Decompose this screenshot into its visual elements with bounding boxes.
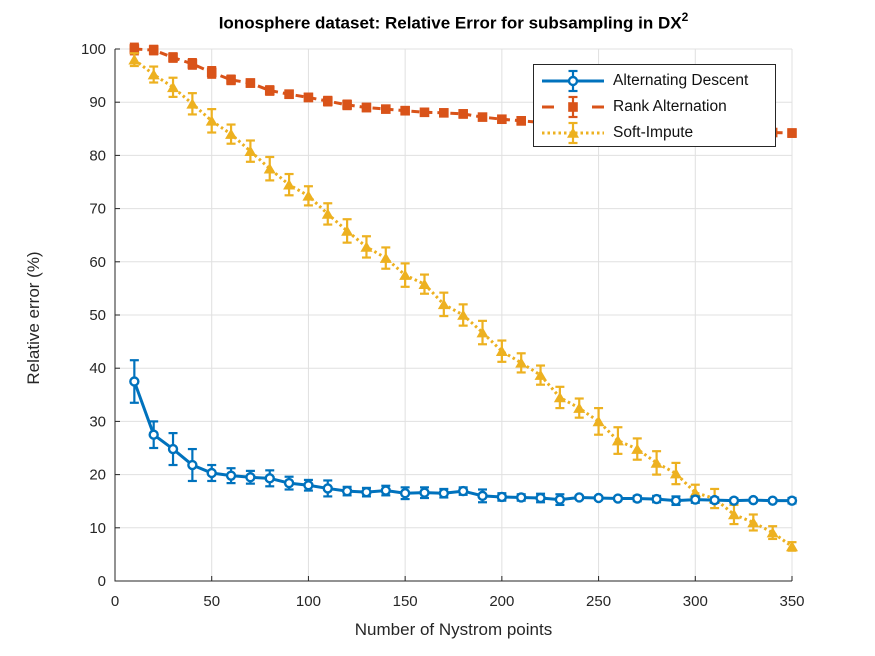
axes — [114, 48, 793, 582]
legend-glyph-triangle-icon — [542, 121, 604, 145]
x-tick-label: 0 — [111, 593, 119, 610]
y-tick-label: 30 — [89, 413, 106, 430]
y-tick-label: 40 — [89, 360, 106, 377]
y-tick-label: 90 — [89, 94, 106, 111]
y-tick-label: 60 — [89, 254, 106, 271]
x-tick-label: 150 — [393, 593, 418, 610]
x-tick-label: 100 — [296, 593, 321, 610]
legend-glyph-circle-icon — [542, 69, 604, 93]
x-tick-label: 250 — [586, 593, 611, 610]
x-tick-label: 350 — [779, 593, 804, 610]
legend-label: Rank Alternation — [613, 98, 727, 115]
legend-glyph-square-icon — [542, 95, 604, 119]
y-tick-label: 20 — [89, 467, 106, 484]
legend-item-alternating-descent: Alternating Descent — [541, 68, 773, 94]
y-tick-label: 100 — [81, 41, 106, 58]
x-axis-label: Number of Nystrom points — [354, 620, 553, 639]
legend-item-soft-impute: Soft-Impute — [541, 120, 773, 146]
y-tick-label: 0 — [98, 573, 106, 590]
y-tick-label: 70 — [89, 201, 106, 218]
legend: Alternating Descent Rank Alternation Sof… — [533, 64, 776, 147]
series-alternating-descent — [129, 359, 798, 507]
chart-title-superscript: 2 — [681, 10, 689, 24]
x-tick-label: 50 — [203, 593, 220, 610]
legend-item-rank-alternation: Rank Alternation — [541, 94, 773, 120]
chart-title: Ionosphere dataset: Relative Error for s… — [115, 10, 792, 34]
y-tick-label: 10 — [89, 520, 106, 537]
x-tick-label: 300 — [683, 593, 708, 610]
legend-label: Soft-Impute — [613, 124, 694, 141]
y-tick-label: 50 — [89, 307, 106, 324]
series-soft-impute — [128, 52, 798, 552]
x-tick-label: 200 — [489, 593, 514, 610]
legend-label: Alternating Descent — [613, 72, 749, 89]
chart-title-text: Ionosphere dataset: Relative Error for s… — [218, 13, 682, 33]
tick-labels: 0 50 100 150 200 250 300 350 0 10 20 30 40 50 60 70 80 90… — [81, 41, 805, 610]
y-axis-label: Relative error (%) — [24, 251, 43, 385]
y-tick-label: 80 — [89, 147, 106, 164]
